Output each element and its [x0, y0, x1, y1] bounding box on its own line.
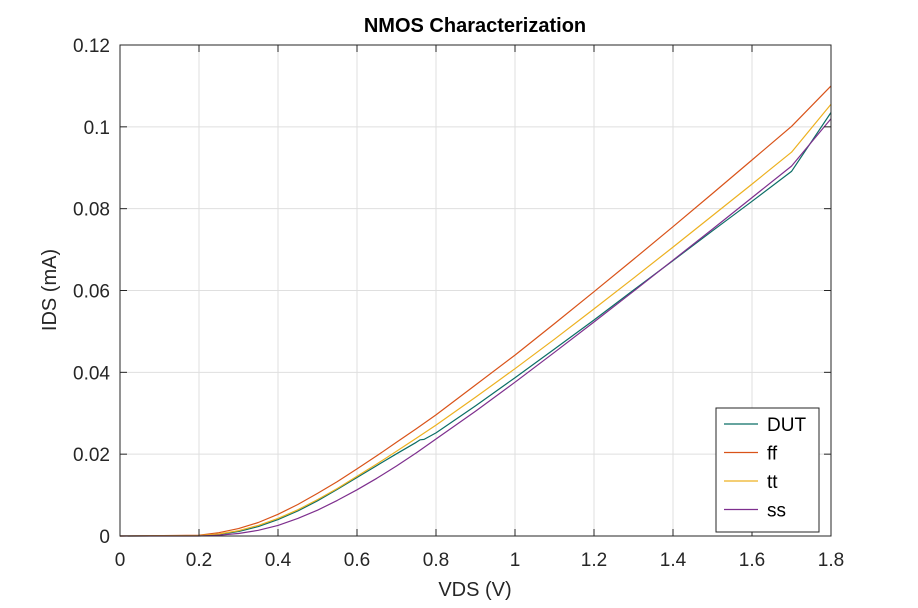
y-tick-label: 0.04 — [73, 363, 110, 384]
series-line-tt — [119, 103, 832, 537]
x-tick-label: 1.8 — [818, 550, 844, 571]
x-tick-label: 1.2 — [581, 550, 607, 571]
x-tick-label: 1 — [510, 550, 521, 571]
legend-label-ss[interactable]: ss — [767, 501, 786, 522]
x-tick-label: 0.4 — [265, 550, 292, 571]
x-tick-label: 1.6 — [739, 550, 765, 571]
x-tick-labels: 0 0.2 0.4 0.6 0.8 1 1.2 1.4 1.6 1.8 — [115, 550, 845, 571]
axis-ticks — [119, 44, 832, 537]
series-line-ss — [120, 118, 832, 537]
x-tick-label: 0 — [115, 550, 126, 571]
legend-label-ff[interactable]: ff — [767, 444, 778, 465]
y-tick-label: 0.02 — [73, 445, 110, 466]
legend-box — [715, 407, 820, 533]
y-tick-labels: 0 0.02 0.04 0.06 0.08 0.1 0.12 — [73, 36, 110, 548]
legend-label-dut[interactable]: DUT — [767, 415, 806, 436]
legend[interactable]: DUT ff tt ss — [715, 407, 820, 533]
x-tick-label: 1.4 — [660, 550, 687, 571]
x-tick-label: 0.8 — [423, 550, 449, 571]
chart-title: NMOS Characterization — [364, 15, 586, 37]
x-tick-label: 0.6 — [344, 550, 370, 571]
y-axis-label: IDS (mA) — [39, 249, 61, 331]
y-tick-label: 0.08 — [73, 200, 110, 221]
series-line-ff — [119, 85, 832, 537]
x-axis-label: VDS (V) — [438, 579, 511, 601]
series-lines — [119, 85, 832, 537]
y-tick-label: 0.06 — [73, 282, 110, 303]
y-tick-label: 0.12 — [73, 36, 110, 57]
y-tick-label: 0.1 — [84, 118, 110, 139]
legend-label-tt[interactable]: tt — [767, 472, 778, 493]
x-tick-label: 0.2 — [186, 550, 212, 571]
y-tick-label: 0 — [99, 527, 110, 548]
